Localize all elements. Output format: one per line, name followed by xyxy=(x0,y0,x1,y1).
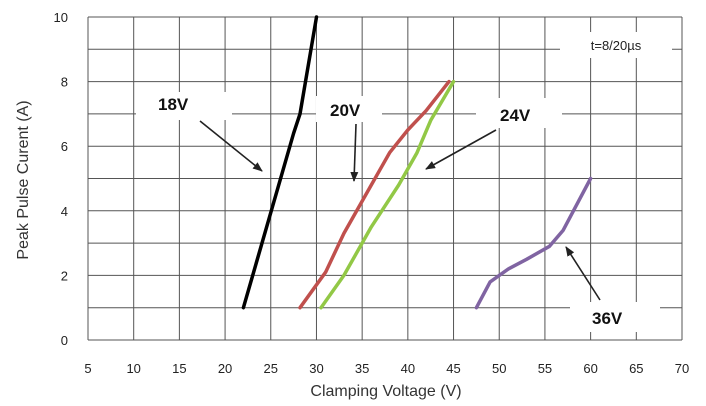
series-label-24v: 24V xyxy=(500,106,531,125)
y-tick-label: 2 xyxy=(61,268,68,283)
label-box-20v xyxy=(316,96,382,122)
x-tick-label: 5 xyxy=(84,361,91,376)
y-tick-label: 4 xyxy=(61,204,68,219)
x-tick-label: 35 xyxy=(355,361,369,376)
y-tick-labels: 0 2 4 6 8 10 xyxy=(54,10,68,348)
series-line-36v xyxy=(474,176,593,310)
y-tick-label: 0 xyxy=(61,333,68,348)
x-tick-label: 40 xyxy=(401,361,415,376)
series-label-20v: 20V xyxy=(330,101,361,120)
x-tick-label: 55 xyxy=(538,361,552,376)
y-tick-label: 6 xyxy=(61,139,68,154)
annotation-box xyxy=(560,32,672,58)
x-tick-label: 70 xyxy=(675,361,689,376)
arrow-24v xyxy=(425,129,497,170)
series-line-20v xyxy=(298,79,451,310)
x-tick-label: 45 xyxy=(446,361,460,376)
x-tick-label: 25 xyxy=(264,361,278,376)
y-axis-label: Peak Pulse Curent (A) xyxy=(15,100,32,259)
label-box-18v xyxy=(136,92,232,120)
arrow-36v xyxy=(565,246,601,301)
series-line-18v xyxy=(241,15,319,310)
arrow-20v xyxy=(350,123,359,182)
x-tick-label: 60 xyxy=(583,361,597,376)
series-line-24v xyxy=(319,79,456,310)
grid xyxy=(87,16,683,341)
x-tick-label: 15 xyxy=(172,361,186,376)
x-tick-label: 20 xyxy=(218,361,232,376)
x-tick-label: 30 xyxy=(309,361,323,376)
x-tick-labels: 5 10 15 20 25 30 35 40 45 50 55 60 65 70 xyxy=(84,361,689,376)
label-box-36v xyxy=(570,302,660,332)
series-label-36v: 36V xyxy=(592,309,623,328)
x-axis-label: Clamping Voltage (V) xyxy=(310,383,461,400)
arrow-18v xyxy=(199,120,263,172)
y-tick-label: 8 xyxy=(61,75,68,90)
annotation-text: t=8/20µs xyxy=(591,38,642,53)
label-box-24v xyxy=(476,98,562,128)
series-label-18v: 18V xyxy=(158,95,189,114)
series-lines xyxy=(241,15,593,310)
x-tick-label: 65 xyxy=(629,361,643,376)
x-tick-label: 10 xyxy=(126,361,140,376)
y-tick-label: 10 xyxy=(54,10,68,25)
x-tick-label: 50 xyxy=(492,361,506,376)
